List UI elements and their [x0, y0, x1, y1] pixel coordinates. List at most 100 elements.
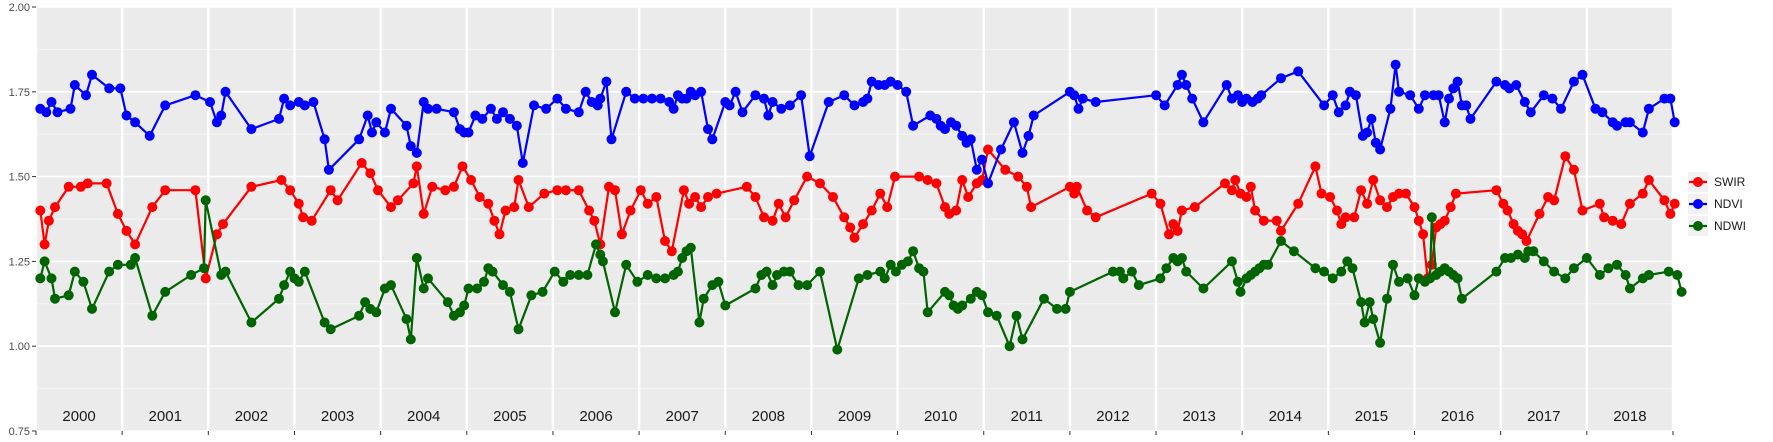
data-point-ndvi: [983, 178, 993, 189]
data-point-ndwi: [991, 310, 1002, 321]
data-point-ndvi: [750, 90, 761, 101]
data-point-swir: [489, 215, 500, 226]
data-point-swir: [1021, 181, 1032, 192]
year-label: 2013: [1182, 408, 1215, 425]
data-point-ndwi: [632, 276, 643, 287]
data-point-ndwi: [1039, 293, 1049, 304]
data-point-ndwi: [1133, 280, 1144, 291]
y-tick-label: 1.00: [9, 341, 30, 353]
data-point-swir: [741, 181, 752, 192]
data-point-ndwi: [1672, 270, 1683, 280]
data-point-ndwi: [1288, 246, 1299, 257]
year-label: 2004: [407, 408, 440, 425]
data-point-swir: [957, 175, 968, 185]
data-point-ndvi: [606, 134, 617, 145]
data-point-ndwi: [1394, 276, 1404, 287]
data-point-swir: [190, 185, 201, 196]
data-point-swir: [931, 178, 942, 189]
data-point-ndwi: [1603, 263, 1614, 274]
data-point-swir: [560, 185, 571, 196]
data-point-swir: [616, 229, 627, 240]
data-point-swir: [285, 185, 296, 196]
series-layer: [35, 59, 1687, 355]
data-point-ndwi: [1549, 266, 1560, 277]
data-point-swir: [373, 185, 383, 196]
data-point-ndvi: [463, 127, 474, 138]
year-label: 2018: [1613, 408, 1646, 425]
data-point-ndwi: [1388, 259, 1398, 270]
data-point-ndvi: [940, 124, 950, 135]
data-point-ndwi: [890, 266, 901, 277]
data-point-ndvi: [1556, 103, 1566, 114]
data-point-ndwi: [908, 246, 919, 257]
data-point-swir: [711, 188, 722, 199]
data-point-ndvi: [1433, 90, 1444, 101]
data-point-ndvi: [1366, 113, 1377, 124]
data-point-ndvi: [354, 134, 365, 145]
data-point-swir: [875, 188, 886, 199]
data-point-swir: [780, 212, 791, 223]
data-point-ndvi: [1276, 73, 1286, 84]
data-point-ndvi: [379, 127, 390, 138]
data-point-swir: [1226, 185, 1237, 196]
data-point-ndvi: [485, 103, 496, 114]
data-point-ndwi: [423, 273, 433, 284]
data-point-ndvi: [1669, 117, 1680, 128]
data-point-ndwi: [1620, 270, 1631, 280]
data-point-ndwi: [1402, 273, 1413, 284]
data-point-swir: [1568, 164, 1579, 175]
data-point-ndvi: [104, 83, 115, 94]
data-point-ndwi: [463, 283, 474, 294]
data-point-ndwi: [832, 344, 843, 355]
data-point-ndvi: [655, 93, 666, 104]
data-point-ndvi: [69, 80, 80, 90]
data-point-ndvi: [1073, 103, 1084, 114]
data-point-ndwi: [220, 266, 231, 277]
data-point-swir: [625, 205, 636, 216]
data-point-ndvi: [730, 86, 741, 97]
data-point-swir: [1356, 185, 1367, 196]
data-point-swir: [386, 202, 396, 213]
data-point-ndwi: [526, 290, 537, 301]
data-point-ndvi: [216, 110, 227, 121]
data-point-ndvi: [1390, 59, 1401, 70]
year-label: 2002: [235, 408, 268, 425]
data-point-swir: [63, 181, 74, 192]
data-point-ndwi: [1017, 334, 1028, 345]
data-point-swir: [1368, 175, 1379, 185]
data-point-swir: [160, 185, 171, 196]
data-point-ndwi: [199, 263, 209, 274]
data-point-ndvi: [1333, 107, 1344, 118]
data-point-ndwi: [498, 280, 508, 291]
data-point-ndvi: [308, 97, 319, 107]
data-point-swir: [1413, 215, 1424, 226]
data-point-ndvi: [1319, 100, 1330, 111]
data-point-swir: [963, 192, 974, 202]
data-point-swir: [890, 171, 900, 182]
data-point-ndwi: [698, 293, 709, 304]
data-point-ndvi: [1577, 69, 1588, 80]
data-point-ndwi: [1676, 286, 1687, 297]
year-label: 2012: [1096, 408, 1129, 425]
data-point-ndwi: [293, 276, 304, 287]
data-point-swir: [773, 198, 784, 209]
data-point-swir: [356, 158, 367, 168]
data-point-ndvi: [724, 100, 735, 111]
data-point-ndvi: [401, 120, 412, 131]
data-point-ndvi: [299, 100, 310, 111]
data-point-ndwi: [87, 303, 97, 314]
data-point-swir: [849, 232, 860, 243]
data-point-ndvi: [1439, 117, 1450, 128]
data-point-ndwi: [1375, 337, 1386, 348]
data-point-ndvi: [703, 124, 713, 135]
data-point-swir: [211, 229, 222, 240]
data-point-ndvi: [190, 90, 201, 101]
data-point-ndvi: [431, 103, 442, 114]
data-point-ndvi: [371, 117, 382, 128]
data-point-ndvi: [246, 124, 257, 135]
data-point-swir: [1164, 229, 1174, 240]
data-point-ndwi: [1263, 259, 1274, 270]
data-point-ndvi: [1519, 97, 1530, 107]
data-point-ndvi: [996, 144, 1006, 155]
data-point-ndwi: [694, 317, 705, 328]
